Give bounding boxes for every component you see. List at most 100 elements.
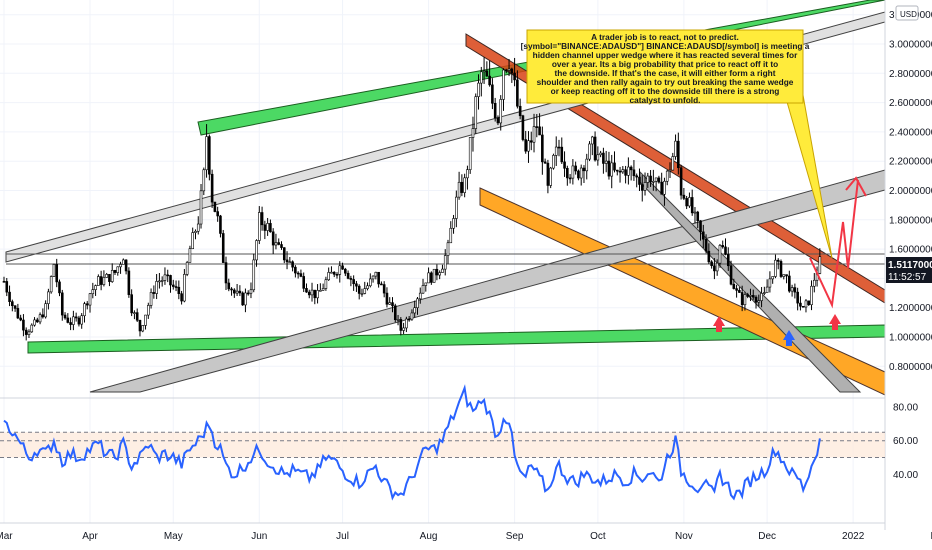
projection-line — [809, 179, 859, 309]
candle-body — [174, 286, 178, 288]
candle-body — [416, 298, 419, 309]
y-tick-label: 2.60000000 — [889, 98, 932, 109]
candle-body — [405, 318, 408, 329]
rsi-line — [3, 384, 821, 501]
candle-body — [688, 197, 691, 207]
candle-body — [713, 265, 716, 272]
candle-body — [441, 268, 444, 273]
currency-badge-box — [895, 5, 919, 21]
candle-body — [724, 246, 727, 255]
candle-body — [305, 288, 308, 293]
currency-badge-label: USD — [900, 10, 917, 19]
candle-body — [552, 155, 555, 169]
candle-body — [307, 291, 311, 296]
candle-body — [679, 167, 683, 196]
candle-body — [5, 281, 9, 293]
candle-body — [94, 285, 97, 290]
candle-body — [202, 169, 206, 192]
candle-body — [793, 287, 797, 293]
candle-body — [527, 140, 530, 152]
candle-body — [460, 181, 464, 193]
candle-body — [224, 262, 228, 284]
candle-body — [180, 293, 183, 302]
candle-body — [513, 72, 516, 81]
y-tick-label: 1.60000000 — [889, 245, 932, 256]
candle-body — [638, 176, 641, 185]
candle-body — [122, 259, 125, 265]
candle-body — [330, 271, 333, 274]
candle-body — [274, 242, 278, 246]
candle-body — [613, 162, 616, 171]
candle-body — [701, 231, 705, 240]
candle-body — [785, 274, 788, 277]
candle-body — [41, 314, 45, 318]
candle-body — [296, 272, 300, 275]
candle-body — [74, 316, 78, 319]
rsi-axis[interactable]: 80.00 60.00 40.00 — [893, 403, 918, 481]
candle-body — [352, 279, 355, 285]
up-arrow-red-icon — [829, 314, 841, 330]
candle-body — [624, 169, 627, 176]
candle-body — [288, 261, 292, 264]
candle-body — [496, 117, 500, 124]
candle-body — [366, 285, 369, 289]
candle-body — [388, 302, 392, 305]
candle-body — [529, 140, 533, 143]
candle-body — [349, 278, 353, 280]
candle-body — [485, 70, 489, 77]
candle-body — [732, 283, 736, 289]
candle-body — [477, 82, 480, 97]
candle-body — [19, 317, 22, 321]
currency-badge[interactable]: USD — [895, 5, 919, 21]
time-axis[interactable]: Mar Apr May Jun Jul Aug Sep Oct Nov Dec 2022 Feb — [0, 531, 932, 542]
candle-body — [99, 276, 103, 285]
candle-body — [319, 289, 322, 292]
candle-body — [163, 274, 167, 281]
candle-body — [446, 242, 450, 256]
candle-body — [102, 277, 106, 285]
candle-body — [682, 194, 686, 199]
candle-body — [235, 290, 239, 294]
candle-body — [735, 288, 738, 291]
candle-body — [316, 290, 319, 299]
candle-body — [321, 288, 325, 291]
candle-body — [774, 259, 777, 277]
candle-body — [185, 262, 189, 275]
candle-body — [643, 182, 647, 191]
candle-body — [621, 169, 625, 173]
y-tick-label: 0.80000000 — [889, 362, 932, 373]
candle-body — [169, 275, 172, 286]
candle-body — [80, 315, 83, 325]
up-arrow-red-icon — [713, 316, 725, 332]
candle-body — [219, 215, 222, 234]
candle-body — [599, 152, 602, 156]
candle-body — [155, 281, 158, 294]
candle-body — [588, 143, 591, 160]
candle-body — [357, 285, 361, 294]
candle-body — [108, 274, 111, 282]
x-tick-label: Apr — [82, 531, 98, 542]
candle-body — [396, 319, 400, 321]
candle-body — [138, 319, 142, 332]
y-tick-label: 3.00000000 — [889, 40, 932, 51]
annotation-text: A trader job is to react, not to predict… — [521, 32, 810, 105]
callout-box — [526, 29, 804, 104]
candle-body — [147, 305, 150, 316]
candle-body — [149, 292, 153, 306]
candle-body — [455, 196, 458, 219]
candle-body — [199, 190, 203, 225]
candle-body — [665, 170, 669, 182]
candle-body — [738, 290, 741, 293]
candle-body — [760, 293, 763, 301]
candle-body — [582, 167, 586, 172]
rsi-panel — [0, 384, 885, 501]
candle-body — [568, 177, 572, 180]
candle-body — [385, 292, 389, 305]
candle-body — [374, 271, 378, 277]
candle-body — [85, 303, 89, 306]
last-price-marker: 1.51170000 11:52:57 — [886, 257, 932, 283]
candle-body — [413, 307, 417, 314]
candle-body — [166, 274, 170, 277]
candle-body — [554, 146, 558, 156]
rsi-tick-label: 80.00 — [893, 403, 918, 414]
